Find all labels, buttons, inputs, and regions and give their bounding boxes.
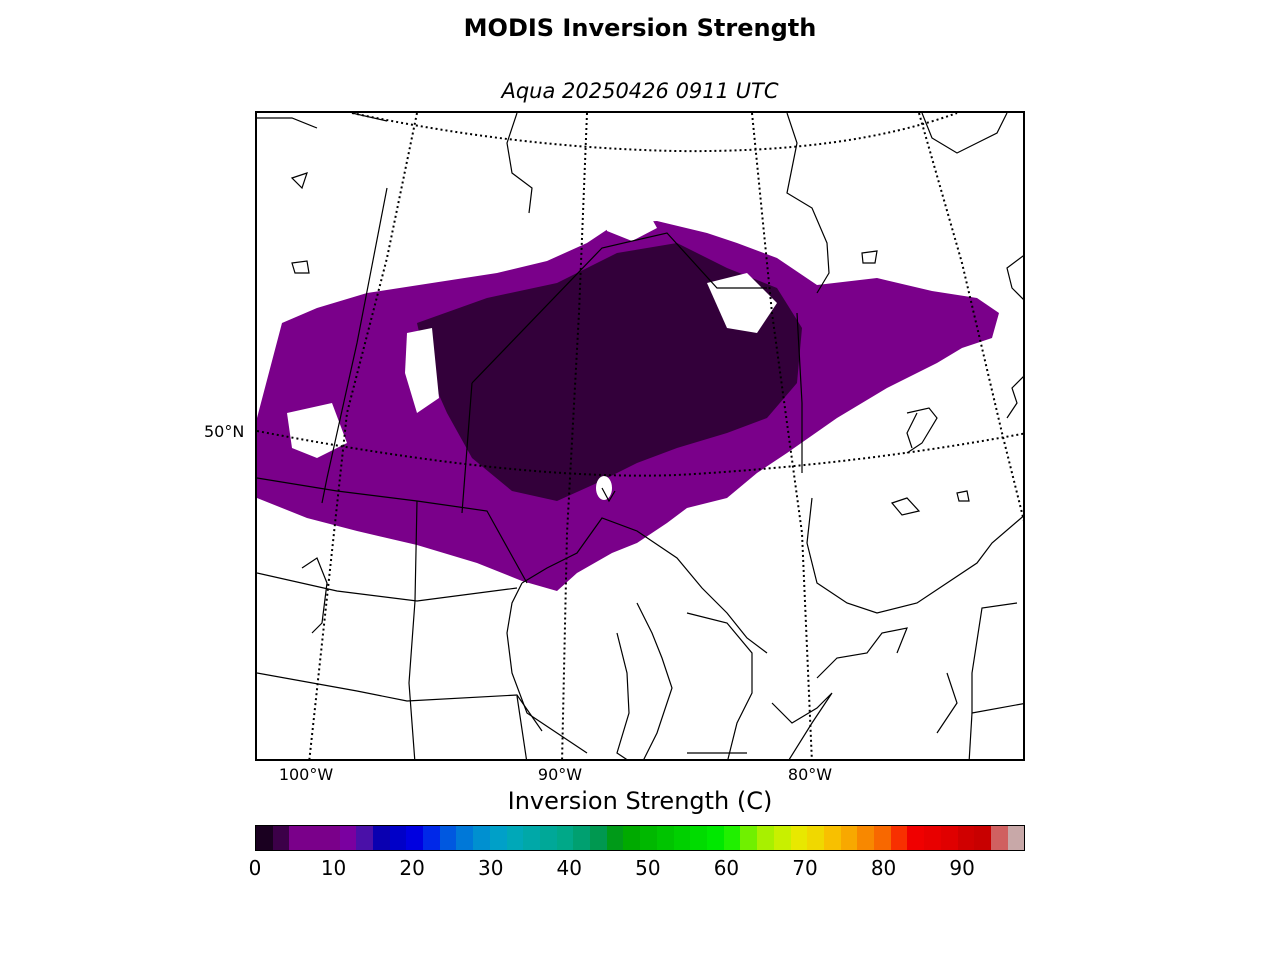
figure-subtitle: Aqua 20250426 0911 UTC	[501, 79, 779, 103]
colorbar-segment	[656, 826, 674, 850]
colorbar-tick-label: 80	[870, 856, 897, 880]
colorbar-segment	[690, 826, 707, 850]
colorbar-segment	[907, 826, 925, 850]
coastlines	[257, 113, 1023, 759]
graticule	[257, 113, 1023, 759]
colorbar-segment	[606, 826, 624, 850]
lon-label-90w: 90°W	[537, 765, 583, 784]
colorbar-segment	[423, 826, 440, 850]
colorbar-segment	[974, 826, 991, 850]
colorbar-tick-label: 40	[556, 856, 582, 880]
colorbar-segment	[389, 826, 407, 850]
colorbar-tick-label: 10	[320, 856, 347, 880]
map-canvas	[257, 113, 1023, 759]
colorbar-segment	[523, 826, 540, 850]
colorbar-segment	[439, 826, 457, 850]
no-data-patch	[405, 328, 439, 413]
colorbar-segment	[489, 826, 507, 850]
colorbar-tick-label: 60	[713, 856, 740, 880]
colorbar-segment	[874, 826, 891, 850]
colorbar-segment	[807, 826, 824, 850]
colorbar-segment	[473, 826, 490, 850]
lat-label-50n: 50°N	[204, 422, 245, 441]
colorbar-segment	[539, 826, 557, 850]
lon-label-80w: 80°W	[787, 765, 833, 784]
colorbar-segment	[723, 826, 741, 850]
no-data-patch	[596, 476, 612, 500]
lon-label-100w: 100°W	[278, 765, 334, 784]
colorbar-segment	[840, 826, 858, 850]
colorbar-segment	[339, 826, 357, 850]
figure-title: MODIS Inversion Strength	[463, 14, 817, 42]
colorbar-segment	[890, 826, 908, 850]
colorbar-segment	[289, 826, 307, 850]
colorbar-segment	[823, 826, 841, 850]
colorbar-segment	[272, 826, 290, 850]
colorbar-segment	[1007, 826, 1025, 850]
colorbar-segment	[506, 826, 524, 850]
colorbar-segment	[673, 826, 691, 850]
colorbar-segment	[773, 826, 791, 850]
colorbar-segment	[857, 826, 875, 850]
colorbar-segment	[640, 826, 657, 850]
colorbar-segment	[740, 826, 758, 850]
colorbar-segment	[573, 826, 591, 850]
colorbar-segment	[790, 826, 808, 850]
colorbar-segment	[356, 826, 373, 850]
colorbar-segment	[322, 826, 340, 850]
colorbar-segment	[306, 826, 323, 850]
colorbar-segment	[256, 826, 273, 850]
colorbar-label: Inversion Strength (C)	[507, 787, 773, 815]
colorbar-tick-label: 50	[635, 856, 661, 880]
colorbar-segment	[924, 826, 941, 850]
map-panel	[255, 111, 1025, 761]
colorbar-tick-label: 90	[949, 856, 975, 880]
colorbar-segment	[556, 826, 574, 850]
colorbar-tick-label: 30	[477, 856, 504, 880]
colorbar-segment	[706, 826, 724, 850]
colorbar-tick-label: 0	[248, 856, 262, 880]
colorbar-segment	[406, 826, 424, 850]
colorbar-segment	[757, 826, 774, 850]
colorbar	[255, 825, 1025, 851]
colorbar-segment	[623, 826, 641, 850]
colorbar-segment	[456, 826, 474, 850]
colorbar-segment	[940, 826, 958, 850]
colorbar-segment	[590, 826, 607, 850]
political-borders	[257, 187, 1023, 759]
data-swath-core	[417, 243, 802, 501]
no-data-patch	[602, 201, 657, 241]
colorbar-segment	[957, 826, 975, 850]
colorbar-tick-label: 20	[399, 856, 425, 880]
colorbar-segment	[990, 826, 1008, 850]
colorbar-tick-label: 70	[792, 856, 818, 880]
colorbar-segment	[372, 826, 390, 850]
